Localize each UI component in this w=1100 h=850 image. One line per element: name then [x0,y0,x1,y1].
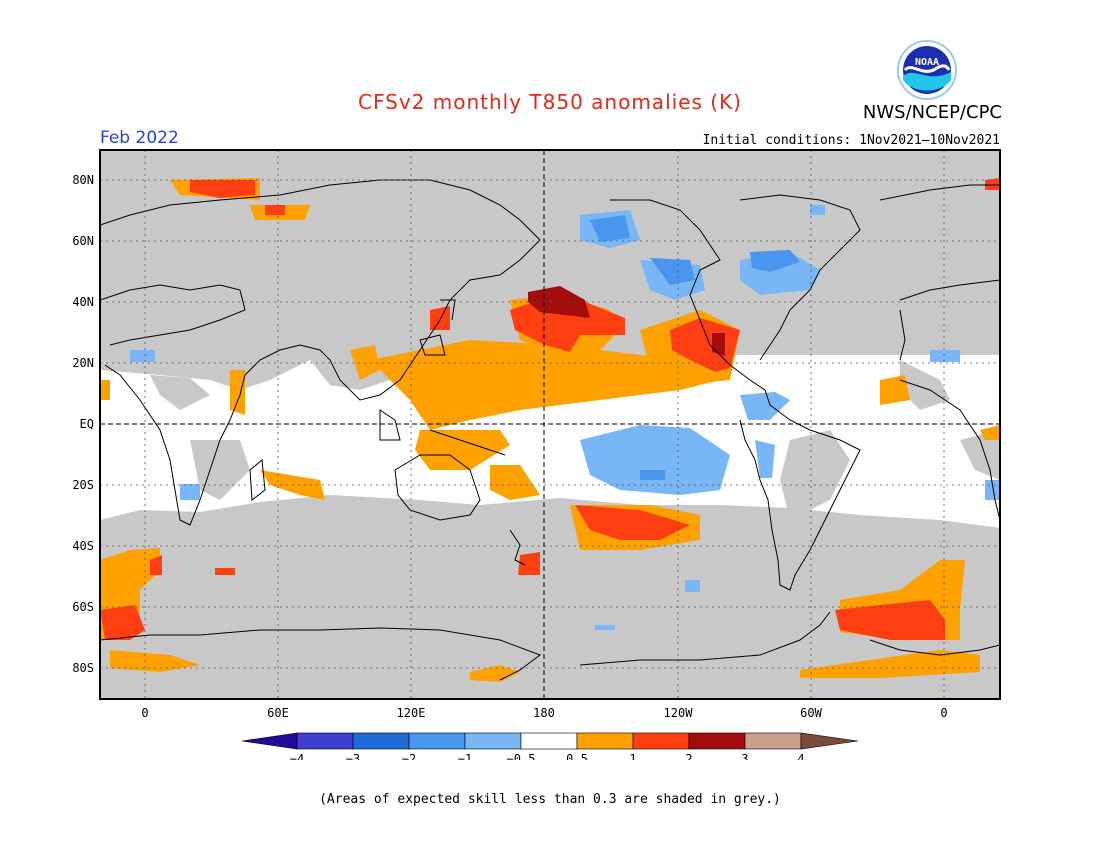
lon-label: 60W [800,706,822,720]
legend-label: 1 [629,752,636,760]
anomaly-1-2 [100,178,1000,640]
legend-swatch [688,732,746,750]
lat-label: 20N [72,356,94,370]
valid-month: Feb 2022 [100,128,179,148]
legend-swatch [744,732,802,750]
lat-label: EQ [80,417,94,431]
legend-label: −1 [458,752,472,760]
map-title: CFSv2 monthly T850 anomalies (K) [358,90,742,114]
equator-dateline [100,150,1000,699]
legend-label: 3 [741,752,748,760]
lat-label: 80S [72,661,94,675]
legend-arrow-left [241,732,298,750]
lon-labels: 0 60E 120E 180 120W 60W 0 [141,706,947,720]
lat-label: 20S [72,478,94,492]
lon-label: 0 [141,706,148,720]
lat-labels: 80N 60N 40N 20N EQ 20S 40S 60S 80S [72,173,94,675]
legend-label: −2 [402,752,416,760]
lat-label: 60N [72,234,94,248]
legend-swatch [408,732,466,750]
skill-footnote: (Areas of expected skill less than 0.3 a… [319,792,781,807]
legend-swatch [576,732,634,750]
lat-lon-grid [100,150,1000,699]
legend-swatch [520,732,578,750]
lat-label: 60S [72,600,94,614]
legend-label: 2 [685,752,692,760]
map-frame [99,149,1001,700]
lat-label: 40N [72,295,94,309]
legend-label: −0.5 [507,752,536,760]
lon-label: 180 [533,706,555,720]
legend-arrow-right [800,732,859,750]
legend-label: 0.5 [566,752,588,760]
legend-label: 4 [797,752,804,760]
legend-swatch [352,732,410,750]
legend-swatch [632,732,690,750]
lat-label: 40S [72,539,94,553]
color-legend: −4 −3 −2 −1 −0.5 0.5 1 2 3 4 [241,732,859,760]
legend-swatch [296,732,354,750]
legend-label: −4 [290,752,304,760]
anomaly-map: 80N 60N 40N 20N EQ 20S 40S 60S 80S 0 60E… [72,149,1001,760]
lon-label: 60E [267,706,289,720]
lon-label: 120E [397,706,426,720]
noaa-logo-text: NOAA [915,57,939,68]
legend-swatch [464,732,522,750]
legend-label: −3 [346,752,360,760]
lat-label: 80N [72,173,94,187]
lon-label: 120W [664,706,694,720]
noaa-logo: NOAA [897,40,957,100]
agency-label: NWS/NCEP/CPC [862,102,1002,123]
lon-label: 0 [940,706,947,720]
anomaly-neg1-neg2 [590,215,800,480]
map-field [100,150,1000,699]
anomaly-0p5-1 [100,178,1000,682]
initial-conditions: Initial conditions: 1Nov2021—10Nov2021 [702,133,1000,148]
